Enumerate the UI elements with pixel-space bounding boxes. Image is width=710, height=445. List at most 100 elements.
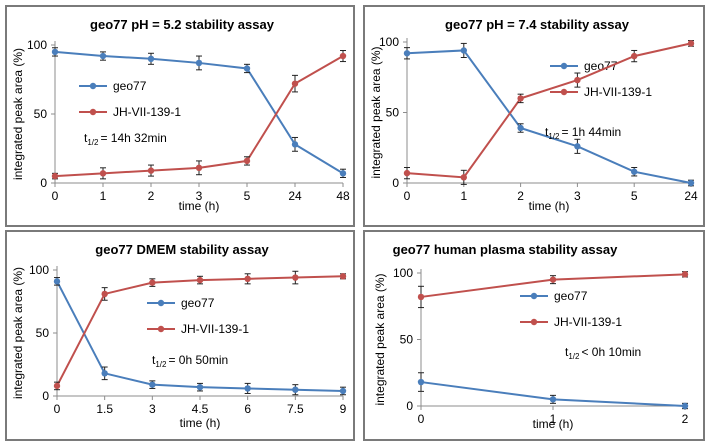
- half-life-value: = 0h 50min: [168, 353, 228, 367]
- data-point-jh-vii-139-1: [517, 95, 524, 102]
- data-point-geo77: [681, 402, 689, 410]
- half-life-annotation: t1/2 = 1h 44min: [545, 125, 621, 141]
- chart-title: geo77 pH = 7.4 stability assay: [445, 17, 630, 32]
- legend-marker-jh-vii-139-1: [530, 318, 538, 326]
- chart-ph74: geo77 pH = 7.4 stability assay 0 50 100 0 1 2 3…: [369, 17, 698, 213]
- data-point-jh-vii-139-1: [417, 293, 425, 301]
- data-point-jh-vii-139-1: [292, 274, 299, 281]
- y-tick-label: 50: [34, 107, 48, 121]
- data-point-geo77: [549, 396, 557, 403]
- chart-panel-ph74: geo77 pH = 7.4 stability assay 0 50 100 0 1 2 3…: [363, 5, 705, 227]
- x-tick-label: 2: [517, 189, 524, 203]
- data-point-geo77: [339, 387, 347, 395]
- data-point-geo77: [149, 381, 156, 388]
- x-tick-label: 0: [54, 402, 61, 416]
- half-life-subscript: 1/2: [548, 132, 560, 141]
- x-tick-label: 0: [404, 189, 411, 203]
- legend-marker-geo77: [157, 299, 165, 307]
- y-tick-label: 50: [36, 326, 50, 340]
- half-life-value: = 1h 44min: [561, 125, 621, 139]
- data-point-geo77: [574, 143, 581, 150]
- data-point-geo77: [243, 65, 251, 72]
- half-life-symbol: t: [565, 345, 569, 359]
- x-tick-label: 4.5: [192, 402, 209, 416]
- x-tick-label: 3: [149, 402, 156, 416]
- series-line-geo77: [406, 49, 692, 184]
- legend-label-geo77: geo77: [113, 79, 147, 93]
- data-point-jh-vii-139-1: [196, 276, 204, 284]
- x-tick-label: 3: [196, 189, 203, 203]
- x-tick-label: 9: [340, 402, 347, 416]
- legend-label-geo77: geo77: [181, 296, 215, 310]
- y-tick-label: 50: [400, 333, 414, 347]
- legend-label-jh-vii-139-1: JH-VII-139-1: [113, 105, 181, 119]
- x-axis-label: time (h): [529, 199, 570, 213]
- y-axis-label: integrated peak area (%): [369, 46, 383, 178]
- half-life-annotation: t1/2 = 0h 50min: [152, 353, 228, 369]
- legend-marker-jh-vii-139-1: [560, 88, 568, 96]
- y-axis-label: integrated peak area (%): [373, 273, 387, 405]
- chart-title: geo77 pH = 5.2 stability assay: [90, 17, 275, 32]
- x-tick-label: 3: [574, 189, 581, 203]
- y-tick-label: 100: [393, 266, 413, 280]
- data-point-jh-vii-139-1: [147, 167, 155, 174]
- legend-marker-jh-vii-139-1: [157, 325, 165, 333]
- legend-label-jh-vii-139-1: JH-VII-139-1: [554, 315, 622, 329]
- legend-label-jh-vii-139-1: JH-VII-139-1: [181, 322, 249, 336]
- data-point-jh-vii-139-1: [549, 276, 557, 283]
- x-tick-label: 2: [682, 412, 689, 426]
- data-point-geo77: [687, 179, 695, 187]
- data-point-jh-vii-139-1: [51, 172, 59, 180]
- chart-plasma: geo77 human plasma stability assay 0 50 100…: [373, 242, 689, 431]
- half-life-subscript: 1/2: [155, 360, 167, 369]
- x-tick-label: 1: [550, 412, 557, 426]
- x-tick-label: 48: [336, 189, 350, 203]
- x-tick-label: 5: [631, 189, 638, 203]
- y-axis-label: integrated peak area (%): [11, 48, 25, 180]
- half-life-value: < 0h 10min: [581, 345, 641, 359]
- y-tick-label: 100: [29, 263, 49, 277]
- x-tick-label: 5: [244, 189, 251, 203]
- data-point-geo77: [460, 47, 467, 54]
- legend-marker-geo77: [560, 62, 568, 70]
- y-tick-label: 0: [392, 176, 399, 190]
- chart-title: geo77 DMEM stability assay: [95, 242, 269, 257]
- data-point-geo77: [403, 50, 411, 57]
- legend-label-geo77: geo77: [554, 289, 588, 303]
- x-axis-label: time (h): [179, 199, 220, 213]
- data-point-jh-vii-139-1: [460, 174, 467, 181]
- x-axis-label: time (h): [533, 417, 574, 431]
- data-point-geo77: [291, 141, 299, 148]
- data-point-jh-vii-139-1: [149, 279, 156, 286]
- half-life-subscript: 1/2: [87, 138, 99, 147]
- data-point-geo77: [517, 124, 524, 132]
- series-line-jh-vii-139-1: [54, 55, 344, 178]
- y-tick-label: 100: [27, 38, 47, 52]
- chart-ph52: geo77 pH = 5.2 stability assay 0 50 100 0 1 2 3…: [11, 17, 350, 213]
- x-tick-label: 24: [288, 189, 302, 203]
- half-life-value: = 14h 32min: [100, 131, 166, 145]
- half-life-annotation: t1/2 = 14h 32min: [84, 131, 167, 147]
- data-point-geo77: [53, 278, 61, 285]
- data-point-jh-vii-139-1: [687, 40, 695, 47]
- legend-marker-jh-vii-139-1: [89, 108, 97, 116]
- data-point-geo77: [51, 48, 59, 56]
- data-point-geo77: [196, 383, 204, 391]
- data-point-jh-vii-139-1: [631, 52, 638, 60]
- data-point-jh-vii-139-1: [291, 80, 299, 87]
- data-point-jh-vii-139-1: [99, 170, 107, 177]
- half-life-annotation: t1/2 < 0h 10min: [565, 345, 641, 361]
- chart-title: geo77 human plasma stability assay: [393, 242, 618, 257]
- data-point-jh-vii-139-1: [244, 275, 251, 283]
- data-point-geo77: [99, 52, 107, 60]
- x-tick-label: 2: [148, 189, 155, 203]
- chart-panel-plasma: geo77 human plasma stability assay 0 50 100…: [363, 230, 705, 441]
- data-point-geo77: [147, 55, 155, 62]
- x-tick-label: 1: [100, 189, 107, 203]
- chart-panel-ph52: geo77 pH = 5.2 stability assay 0 50 100 0 1 2 3…: [5, 5, 355, 227]
- data-point-geo77: [417, 378, 425, 386]
- half-life-symbol: t: [152, 353, 156, 367]
- data-point-jh-vii-139-1: [243, 157, 251, 165]
- y-tick-label: 0: [42, 389, 49, 403]
- x-tick-label: 1.5: [96, 402, 113, 416]
